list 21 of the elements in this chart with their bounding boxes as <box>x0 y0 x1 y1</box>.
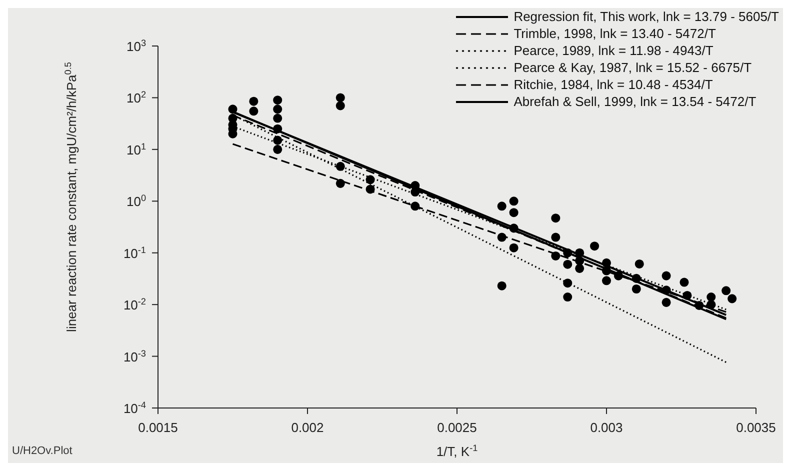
x-tick-label: 0.0025 <box>437 420 477 435</box>
legend-label: Trimble, 1998, lnk = 13.40 - 5472/T <box>514 25 716 42</box>
y-tick-label: 10$^{1}$ <box>126 141 146 158</box>
x-tick-label: 0.0015 <box>138 420 178 435</box>
legend-label: Pearce, 1989, lnk = 11.98 - 4943/T <box>514 42 714 59</box>
legend-label: Pearce & Kay, 1987, lnk = 15.52 - 6675/T <box>514 59 752 76</box>
y-tick-label: 10$^{-4}$ <box>123 400 146 416</box>
y-tick-label: 10$^{-2}$ <box>123 296 146 313</box>
x-tick-label: 0.002 <box>291 420 324 435</box>
legend-label: Ritchie, 1984, lnk = 10.48 - 4534/T <box>514 76 713 93</box>
legend-label: Abrefah & Sell, 1999, lnk = 13.54 - 5472/T <box>514 93 756 110</box>
x-axis-title: 1/T, K$^{-1}$ <box>436 443 478 459</box>
y-tick-label: 10$^{-1}$ <box>123 244 146 261</box>
y-tick-label: 10$^{0}$ <box>126 193 146 210</box>
y-tick-label: 10$^{2}$ <box>126 90 146 106</box>
text: U/H2Ov.Plot <box>12 445 72 457</box>
y-tick-label: 10$^{3}$ <box>126 38 146 54</box>
x-tick-label: 0.003 <box>590 420 623 435</box>
legend-label: Regression fit, This work, lnk = 13.79 - 5605/T <box>514 8 779 25</box>
x-tick-label: 0.0035 <box>736 420 776 435</box>
y-tick-label: 10$^{-3}$ <box>123 348 146 364</box>
